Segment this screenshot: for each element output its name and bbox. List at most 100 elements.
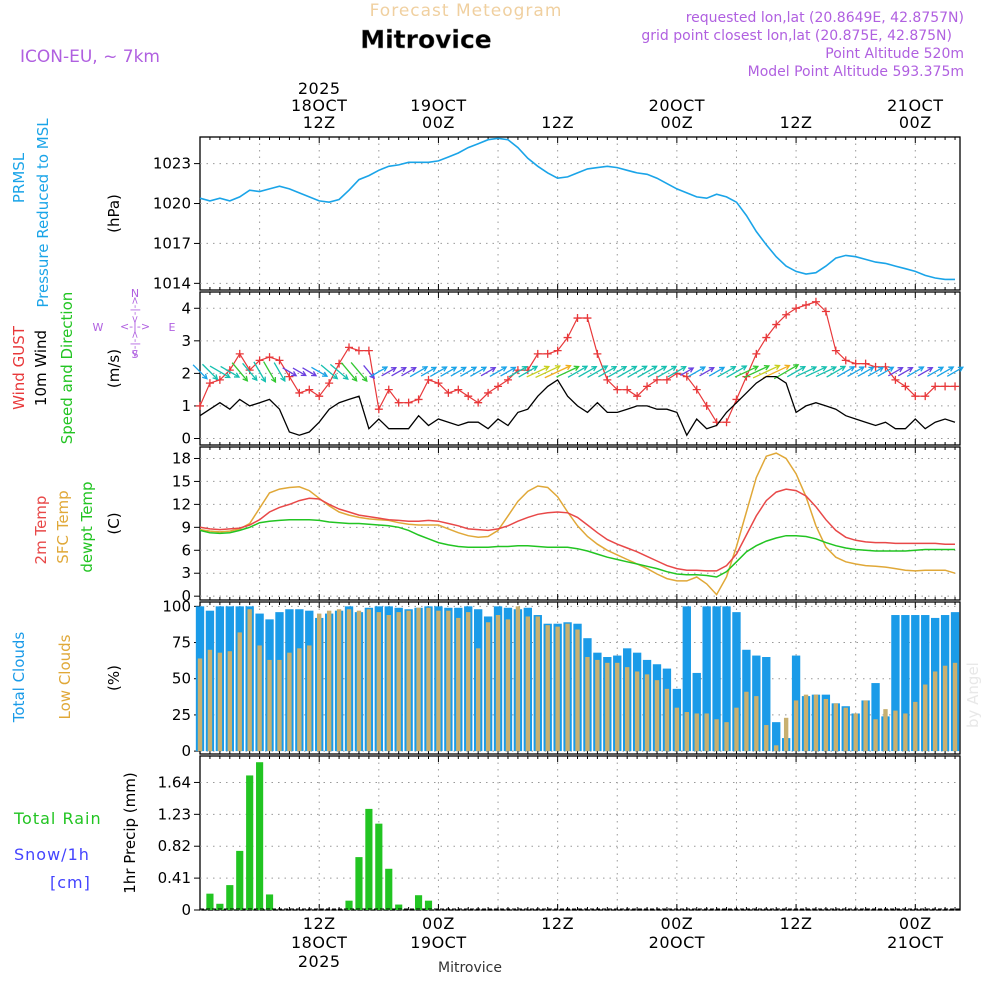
gust-marker bbox=[831, 346, 840, 355]
gust-marker bbox=[951, 382, 960, 391]
wind-arrow bbox=[717, 365, 737, 378]
wind-arrow bbox=[231, 362, 249, 382]
top-time-label: 20OCT bbox=[649, 96, 705, 115]
rain-bar bbox=[375, 823, 383, 910]
top-time-label: 2025 bbox=[298, 79, 341, 98]
low-cloud-bar bbox=[615, 662, 620, 752]
y-tick-label: 3 bbox=[181, 564, 191, 582]
low-cloud-bar bbox=[605, 662, 610, 752]
low-cloud-bar bbox=[565, 623, 570, 752]
bottom-time-label: 21OCT bbox=[887, 933, 943, 952]
wind-arrow bbox=[906, 366, 925, 378]
pressure-line bbox=[199, 137, 955, 281]
wind-arrow-shaft bbox=[946, 366, 964, 377]
wind-arrow-shaft bbox=[726, 365, 747, 379]
wind-arrow-head bbox=[821, 365, 828, 372]
wind-arrow-shaft bbox=[608, 366, 627, 378]
wind-arrow-head bbox=[918, 366, 925, 372]
low-cloud-bar bbox=[744, 691, 749, 752]
y-tick-label: 0.41 bbox=[158, 869, 191, 887]
gust-marker bbox=[921, 392, 930, 401]
low-cloud-bar bbox=[545, 625, 550, 752]
top-time-label: 00Z bbox=[660, 113, 693, 132]
wind-arrow bbox=[253, 361, 266, 383]
low-cloud-bar bbox=[923, 684, 928, 752]
wind-arrow-shaft bbox=[420, 366, 437, 377]
wind-arrow bbox=[370, 366, 389, 378]
gust-marker bbox=[235, 349, 244, 358]
side-label-low-clouds: Low Clouds bbox=[56, 634, 74, 719]
low-cloud-bar bbox=[774, 745, 779, 752]
wind-arrow-shaft bbox=[805, 366, 827, 378]
wind-arrow-head bbox=[543, 365, 551, 372]
wind-arrow bbox=[192, 364, 208, 380]
gust-marker bbox=[811, 297, 820, 306]
low-cloud-bar bbox=[277, 659, 282, 752]
compass-horizontal: <-|-> bbox=[120, 320, 150, 333]
rain-bar bbox=[216, 903, 224, 910]
low-cloud-bar bbox=[207, 649, 213, 752]
wind-arrow-shaft bbox=[752, 364, 780, 379]
wind-arrow-head bbox=[661, 365, 668, 372]
wind-arrow bbox=[450, 366, 467, 377]
low-cloud-bar bbox=[913, 701, 918, 752]
low-cloud-bar bbox=[416, 607, 421, 752]
wind-arrow-shaft bbox=[340, 362, 358, 382]
compass-vertical-bottom: <-|-> bbox=[130, 330, 141, 357]
wind-arrow-shaft bbox=[409, 366, 428, 378]
wind-arrow-shaft bbox=[847, 366, 865, 378]
wind-arrow-shaft bbox=[273, 362, 286, 382]
low-cloud-bar bbox=[326, 610, 332, 752]
gust-marker bbox=[792, 304, 801, 313]
wind-arrow-shaft bbox=[617, 365, 637, 378]
wind-arrow-shaft bbox=[578, 366, 597, 378]
rain-bar bbox=[256, 762, 264, 910]
compass-s: S bbox=[132, 348, 139, 361]
low-cloud-bar bbox=[833, 703, 839, 752]
low-cloud-bar bbox=[714, 719, 719, 752]
wind-arrow-head bbox=[621, 365, 628, 372]
low-cloud-bar bbox=[585, 657, 590, 752]
wind-arrow-head bbox=[688, 367, 695, 373]
low-cloud-bar bbox=[386, 615, 391, 752]
wind-arrow-head bbox=[671, 365, 678, 372]
gust-marker bbox=[563, 333, 572, 342]
wind-arrow-head bbox=[830, 366, 838, 372]
total-cloud-bar bbox=[722, 606, 731, 752]
wind-arrow-head bbox=[752, 365, 760, 371]
wind-arrow bbox=[836, 366, 856, 378]
wind-arrow-shaft bbox=[897, 367, 913, 377]
wind-arrow-shaft bbox=[667, 366, 687, 378]
wind-arrow bbox=[350, 361, 368, 383]
wind-arrow-shaft bbox=[500, 366, 516, 377]
wind-arrow-shaft bbox=[220, 365, 240, 378]
gust-marker bbox=[593, 349, 602, 358]
wind-arrow-shaft bbox=[480, 367, 496, 377]
y-axis: 1014 1017 1020 1023 bbox=[153, 155, 960, 292]
wind-arrow bbox=[311, 366, 329, 377]
wind-arrow-shaft bbox=[440, 366, 457, 377]
wind-arrow bbox=[381, 366, 398, 377]
side-label-sfc: SFC Temp bbox=[54, 490, 72, 563]
wind-arrow-head bbox=[957, 366, 965, 372]
wind-arrow-head bbox=[381, 366, 389, 372]
wind-arrow bbox=[480, 366, 497, 377]
wind-arrow bbox=[699, 366, 715, 377]
wind-arrow-head bbox=[897, 366, 904, 373]
wind-arrow bbox=[917, 366, 934, 377]
wind-arrow-head bbox=[490, 366, 497, 373]
low-cloud-bar bbox=[247, 609, 252, 752]
wind-arrow-shaft bbox=[192, 364, 208, 380]
low-cloud-bar bbox=[257, 645, 262, 752]
y-tick-label: 1023 bbox=[153, 155, 191, 173]
wind-arrow-shaft bbox=[917, 367, 933, 377]
low-cloud-bar bbox=[853, 713, 858, 752]
bottom-time-label: 12Z bbox=[303, 914, 336, 933]
y-tick-label: 2 bbox=[181, 364, 191, 382]
wind-arrow bbox=[220, 365, 241, 378]
plot-frame bbox=[199, 136, 961, 291]
low-cloud-bar bbox=[634, 671, 640, 752]
wind-arrow bbox=[805, 365, 828, 378]
wind-arrow bbox=[726, 365, 748, 379]
